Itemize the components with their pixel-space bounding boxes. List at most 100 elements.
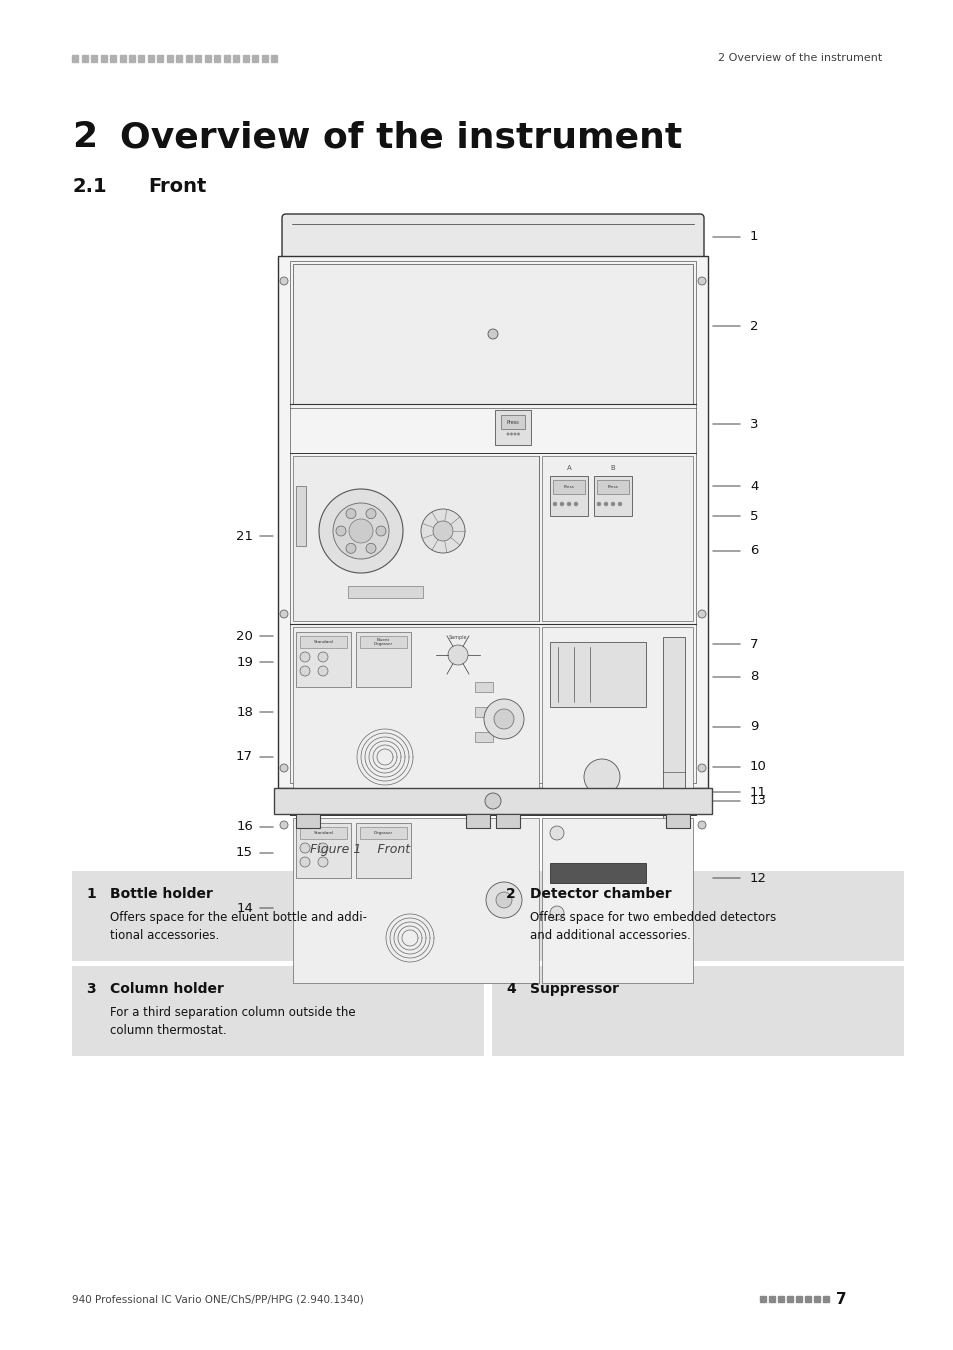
Bar — [597, 481, 628, 494]
Text: Bottle holder: Bottle holder — [110, 887, 213, 900]
Text: Degasser: Degasser — [373, 832, 393, 836]
Bar — [594, 477, 631, 516]
Circle shape — [488, 329, 497, 339]
Circle shape — [559, 502, 563, 506]
Text: Suppressor: Suppressor — [530, 981, 618, 996]
Bar — [822, 1296, 828, 1301]
Circle shape — [366, 543, 375, 554]
Circle shape — [506, 433, 509, 435]
Circle shape — [597, 502, 600, 506]
Bar — [129, 54, 135, 62]
Text: For a third separation column outside the
column thermostat.: For a third separation column outside th… — [110, 1006, 355, 1037]
Text: Press: Press — [506, 420, 518, 424]
Text: 14: 14 — [236, 902, 253, 914]
Circle shape — [317, 842, 328, 853]
Bar — [662, 637, 684, 907]
Text: 16: 16 — [236, 821, 253, 833]
Bar — [224, 54, 230, 62]
Text: Column holder: Column holder — [110, 981, 224, 996]
Bar — [195, 54, 201, 62]
Bar — [475, 707, 493, 717]
Bar — [359, 636, 407, 648]
Circle shape — [299, 666, 310, 676]
Text: Sample: Sample — [448, 634, 467, 640]
Circle shape — [610, 502, 615, 506]
Text: Eluent
Degasser: Eluent Degasser — [373, 637, 393, 647]
Circle shape — [550, 826, 563, 840]
Circle shape — [317, 652, 328, 662]
Circle shape — [420, 509, 464, 554]
Circle shape — [375, 526, 386, 536]
Text: Front: Front — [148, 177, 206, 196]
Circle shape — [485, 882, 521, 918]
Circle shape — [484, 792, 500, 809]
Bar — [186, 54, 192, 62]
Bar — [148, 54, 153, 62]
Bar — [355, 632, 411, 687]
Text: 4: 4 — [749, 479, 758, 493]
Bar — [496, 814, 519, 828]
Text: 3: 3 — [86, 981, 95, 996]
Bar — [272, 54, 277, 62]
Circle shape — [583, 759, 619, 795]
Bar — [475, 732, 493, 742]
Bar — [465, 814, 490, 828]
Circle shape — [698, 764, 705, 772]
Bar — [475, 682, 493, 693]
Text: 2: 2 — [505, 887, 516, 900]
Bar — [541, 456, 692, 621]
Bar — [786, 1296, 792, 1301]
Bar — [243, 54, 249, 62]
Text: Overview of the instrument: Overview of the instrument — [120, 120, 681, 154]
Circle shape — [317, 666, 328, 676]
Circle shape — [698, 821, 705, 829]
Bar — [295, 814, 319, 828]
Bar — [253, 54, 258, 62]
Circle shape — [618, 502, 621, 506]
Bar — [293, 626, 538, 811]
Text: 6: 6 — [749, 544, 758, 558]
Bar — [553, 481, 584, 494]
Text: 15: 15 — [235, 846, 253, 860]
Text: 8: 8 — [749, 671, 758, 683]
Bar — [290, 261, 696, 783]
Bar — [205, 54, 211, 62]
Bar — [804, 1296, 810, 1301]
Bar — [500, 414, 524, 429]
Circle shape — [550, 906, 563, 919]
Bar — [138, 54, 144, 62]
Bar — [293, 456, 538, 621]
Text: Offers space for two embedded detectors
and additional accessories.: Offers space for two embedded detectors … — [530, 911, 776, 942]
Bar — [274, 788, 711, 814]
Bar — [71, 54, 78, 62]
Circle shape — [366, 509, 375, 518]
Bar — [71, 871, 483, 961]
Text: Standard: Standard — [314, 640, 334, 644]
Text: 19: 19 — [236, 656, 253, 668]
Bar — [359, 828, 407, 838]
Circle shape — [603, 502, 607, 506]
Circle shape — [280, 277, 288, 285]
Bar — [295, 824, 351, 878]
Text: 940 Professional IC Vario ONE/ChS/PP/HPG (2.940.1340): 940 Professional IC Vario ONE/ChS/PP/HPG… — [71, 1295, 363, 1305]
Bar — [71, 967, 483, 1056]
Bar — [550, 863, 645, 883]
Circle shape — [335, 526, 346, 536]
Bar — [550, 477, 587, 516]
Bar — [295, 486, 306, 545]
Bar — [778, 1296, 783, 1301]
Text: 2.1: 2.1 — [71, 177, 107, 196]
Text: 7: 7 — [749, 637, 758, 651]
Bar — [91, 54, 97, 62]
Circle shape — [346, 543, 355, 554]
Text: 1: 1 — [86, 887, 95, 900]
Bar — [541, 818, 692, 983]
Circle shape — [280, 821, 288, 829]
Text: 5: 5 — [749, 509, 758, 522]
Bar — [813, 1296, 820, 1301]
Text: 9: 9 — [749, 721, 758, 733]
Circle shape — [333, 504, 389, 559]
Text: Detector chamber: Detector chamber — [530, 887, 671, 900]
Text: Figure 1    Front: Figure 1 Front — [310, 842, 410, 856]
Circle shape — [433, 521, 453, 541]
